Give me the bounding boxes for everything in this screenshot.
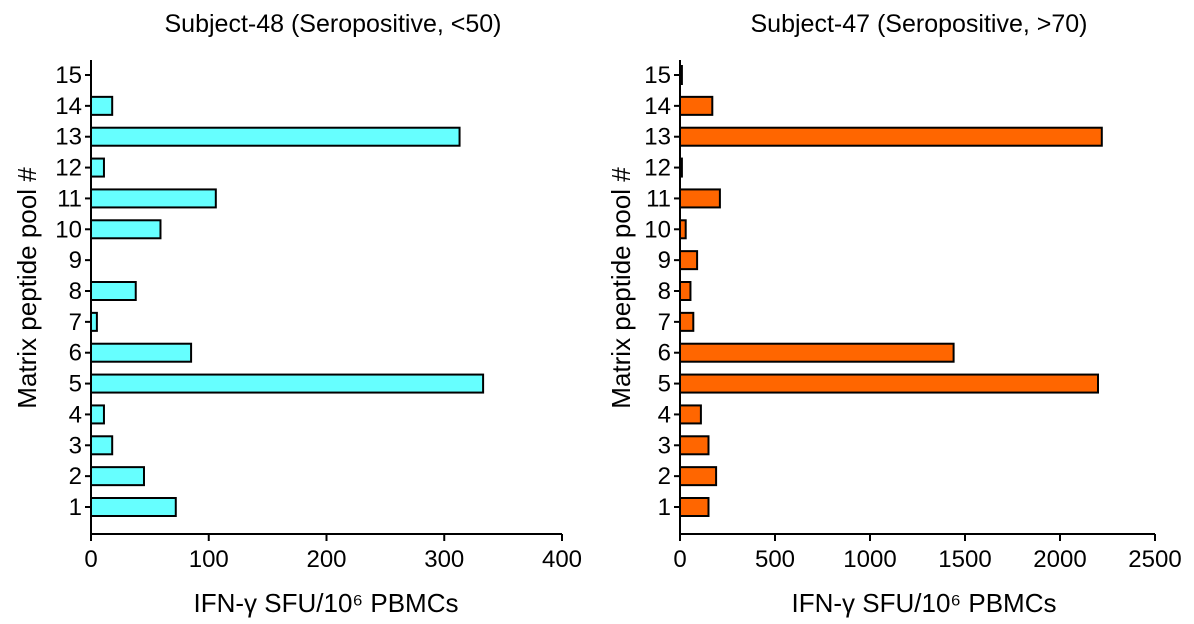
bar-pool-2	[91, 467, 144, 485]
y-tick-label: 2	[658, 463, 671, 490]
x-tick-label: 1500	[938, 546, 991, 573]
panel-subject-48: Subject-48 (Seropositive, <50) Matrix pe…	[12, 10, 582, 618]
y-tick-label: 4	[658, 401, 671, 428]
bar-pool-10	[91, 220, 160, 238]
y-axis-label: Matrix peptide pool #	[606, 167, 636, 409]
y-tick-label: 13	[644, 124, 671, 151]
bar-pool-13	[91, 128, 460, 146]
bar-pool-12	[680, 159, 682, 177]
y-tick-label: 9	[658, 247, 671, 274]
x-tick-label: 500	[755, 546, 795, 573]
y-tick-label: 12	[644, 155, 671, 182]
y-tick-label: 11	[57, 185, 82, 212]
chart-title: Subject-47 (Seropositive, >70)	[751, 10, 1088, 38]
y-tick-label: 14	[55, 93, 82, 120]
x-tick-label: 400	[542, 546, 582, 573]
y-tick-label: 3	[69, 432, 82, 459]
bar-pool-14	[680, 97, 712, 115]
bar-pool-5	[91, 375, 483, 393]
x-tick-label: 2500	[1128, 546, 1181, 573]
y-tick-label: 6	[658, 340, 671, 367]
bar-pool-1	[680, 498, 709, 516]
y-tick-label: 8	[69, 278, 82, 305]
y-tick-label: 10	[55, 216, 82, 243]
x-axis-label: IFN-γ SFU/10⁶ PBMCs	[792, 588, 1057, 618]
y-tick-label: 12	[55, 155, 82, 182]
panel-subject-47: Subject-47 (Seropositive, >70) Matrix pe…	[606, 10, 1182, 618]
y-tick-label: 15	[644, 62, 671, 89]
bar-pool-4	[680, 405, 701, 423]
y-tick-label: 6	[69, 340, 82, 367]
bar-pool-8	[680, 282, 690, 300]
x-tick-label: 2000	[1033, 546, 1086, 573]
y-tick-label: 13	[55, 124, 82, 151]
y-tick-label: 2	[69, 463, 82, 490]
bar-pool-3	[91, 436, 112, 454]
y-tick-label: 1	[69, 494, 82, 521]
y-tick-label: 15	[55, 62, 82, 89]
bar-pool-6	[91, 344, 191, 362]
bar-pool-6	[680, 344, 954, 362]
bar-pool-9	[680, 251, 697, 269]
y-tick-label: 3	[658, 432, 671, 459]
y-tick-label: 5	[658, 371, 671, 398]
y-axis-label: Matrix peptide pool #	[12, 167, 42, 409]
bar-pool-14	[91, 97, 112, 115]
bar-pool-13	[680, 128, 1102, 146]
bar-pool-12	[91, 159, 104, 177]
y-tick-label: 7	[658, 309, 671, 336]
bar-pool-11	[91, 189, 216, 207]
x-tick-label: 200	[306, 546, 346, 573]
bar-pool-4	[91, 405, 104, 423]
chart-title: Subject-48 (Seropositive, <50)	[165, 10, 502, 38]
y-tick-label: 7	[69, 309, 82, 336]
y-tick-label: 5	[69, 371, 82, 398]
bar-pool-2	[680, 467, 716, 485]
bar-pool-7	[91, 313, 97, 331]
y-tick-label: 8	[658, 278, 671, 305]
bar-pool-3	[680, 436, 709, 454]
y-tick-label: 14	[644, 93, 671, 120]
y-tick-label: 10	[644, 216, 671, 243]
x-axis-label: IFN-γ SFU/10⁶ PBMCs	[194, 588, 459, 618]
bar-pool-11	[680, 189, 720, 207]
x-tick-label: 1000	[843, 546, 896, 573]
bar-pool-1	[91, 498, 176, 516]
y-tick-label: 11	[646, 185, 671, 212]
bar-pool-10	[680, 220, 686, 238]
bar-pool-5	[680, 375, 1098, 393]
x-tick-label: 0	[673, 546, 686, 573]
x-tick-label: 100	[189, 546, 229, 573]
bar-pool-15	[680, 66, 682, 84]
y-tick-label: 9	[69, 247, 82, 274]
y-tick-label: 4	[69, 401, 82, 428]
x-tick-label: 0	[84, 546, 97, 573]
bar-pool-7	[680, 313, 693, 331]
y-tick-label: 1	[658, 494, 671, 521]
x-tick-label: 300	[424, 546, 464, 573]
bar-pool-8	[91, 282, 136, 300]
